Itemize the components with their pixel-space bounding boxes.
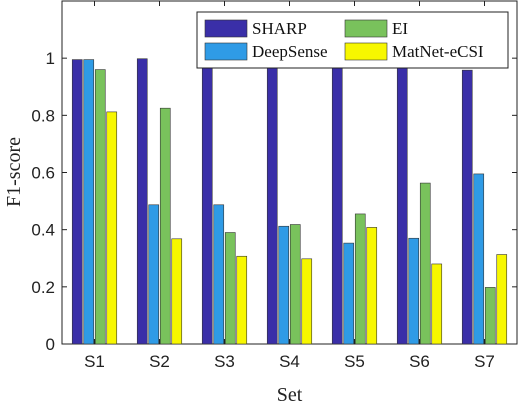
y-tick-label: 1: [46, 49, 55, 68]
legend: SHARP DeepSense EI MatNet-eCSI: [196, 11, 509, 69]
x-tick-label: S5: [344, 352, 365, 371]
legend-swatch: [204, 19, 248, 38]
bar-matnet-ecsi-s3: [236, 255, 248, 345]
bar-sharp-s3: [201, 59, 213, 345]
bar-matnet-ecsi-s7: [496, 254, 508, 345]
legend-label: MatNet-eCSI: [392, 42, 484, 61]
y-axis: 0 0.2 0.4 0.6 0.8 1: [31, 49, 517, 354]
bar-deepsense-s6: [408, 237, 420, 345]
bar-deepsense-s5: [343, 242, 355, 345]
y-tick-label: 0.2: [31, 278, 55, 297]
bar-ei-s2: [159, 107, 171, 345]
bar-ei-s1: [94, 69, 106, 345]
legend-label: SHARP: [252, 19, 307, 38]
bar-ei-s4: [289, 224, 301, 345]
bar-ei-s6: [419, 182, 431, 345]
bar-deepsense-s2: [148, 204, 160, 345]
x-axis: S1 S2 S3 S4 S5 S6 S7: [84, 1, 495, 371]
y-tick-label: 0.8: [31, 106, 55, 125]
y-axis-title: F1-score: [3, 137, 25, 207]
x-tick-label: S4: [279, 352, 300, 371]
bar-ei-s7: [484, 287, 496, 345]
legend-swatch: [344, 19, 388, 38]
bar-matnet-ecsi-s1: [106, 111, 118, 345]
legend-label: EI: [392, 19, 408, 38]
y-tick-label: 0.4: [31, 221, 55, 240]
bar-group: [71, 58, 508, 345]
bar-sharp-s2: [136, 58, 148, 345]
bar-matnet-ecsi-s2: [171, 238, 183, 345]
bar-ei-s5: [354, 213, 366, 345]
bar-matnet-ecsi-s6: [431, 263, 443, 345]
bar-deepsense-s4: [278, 225, 290, 345]
legend-label: DeepSense: [252, 42, 328, 61]
legend-swatch: [344, 42, 388, 61]
y-tick-label: 0.6: [31, 164, 55, 183]
bar-matnet-ecsi-s4: [301, 258, 313, 345]
x-tick-label: S1: [84, 352, 105, 371]
bar-sharp-s1: [71, 59, 83, 345]
bar-ei-s3: [224, 232, 236, 345]
y-tick-label: 0: [46, 335, 55, 354]
bar-sharp-s5: [331, 67, 343, 345]
bar-sharp-s4: [266, 65, 278, 345]
legend-swatch: [204, 42, 248, 61]
x-axis-title: Set: [277, 384, 303, 405]
x-tick-label: S7: [474, 352, 495, 371]
x-tick-label: S3: [214, 352, 235, 371]
bar-sharp-s7: [461, 69, 473, 345]
x-tick-label: S6: [409, 352, 430, 371]
x-tick-label: S2: [149, 352, 170, 371]
bar-deepsense-s3: [213, 204, 225, 345]
bar-deepsense-s7: [473, 173, 485, 345]
bar-sharp-s6: [396, 58, 408, 345]
bar-deepsense-s1: [83, 59, 95, 345]
bar-matnet-ecsi-s5: [366, 227, 378, 345]
